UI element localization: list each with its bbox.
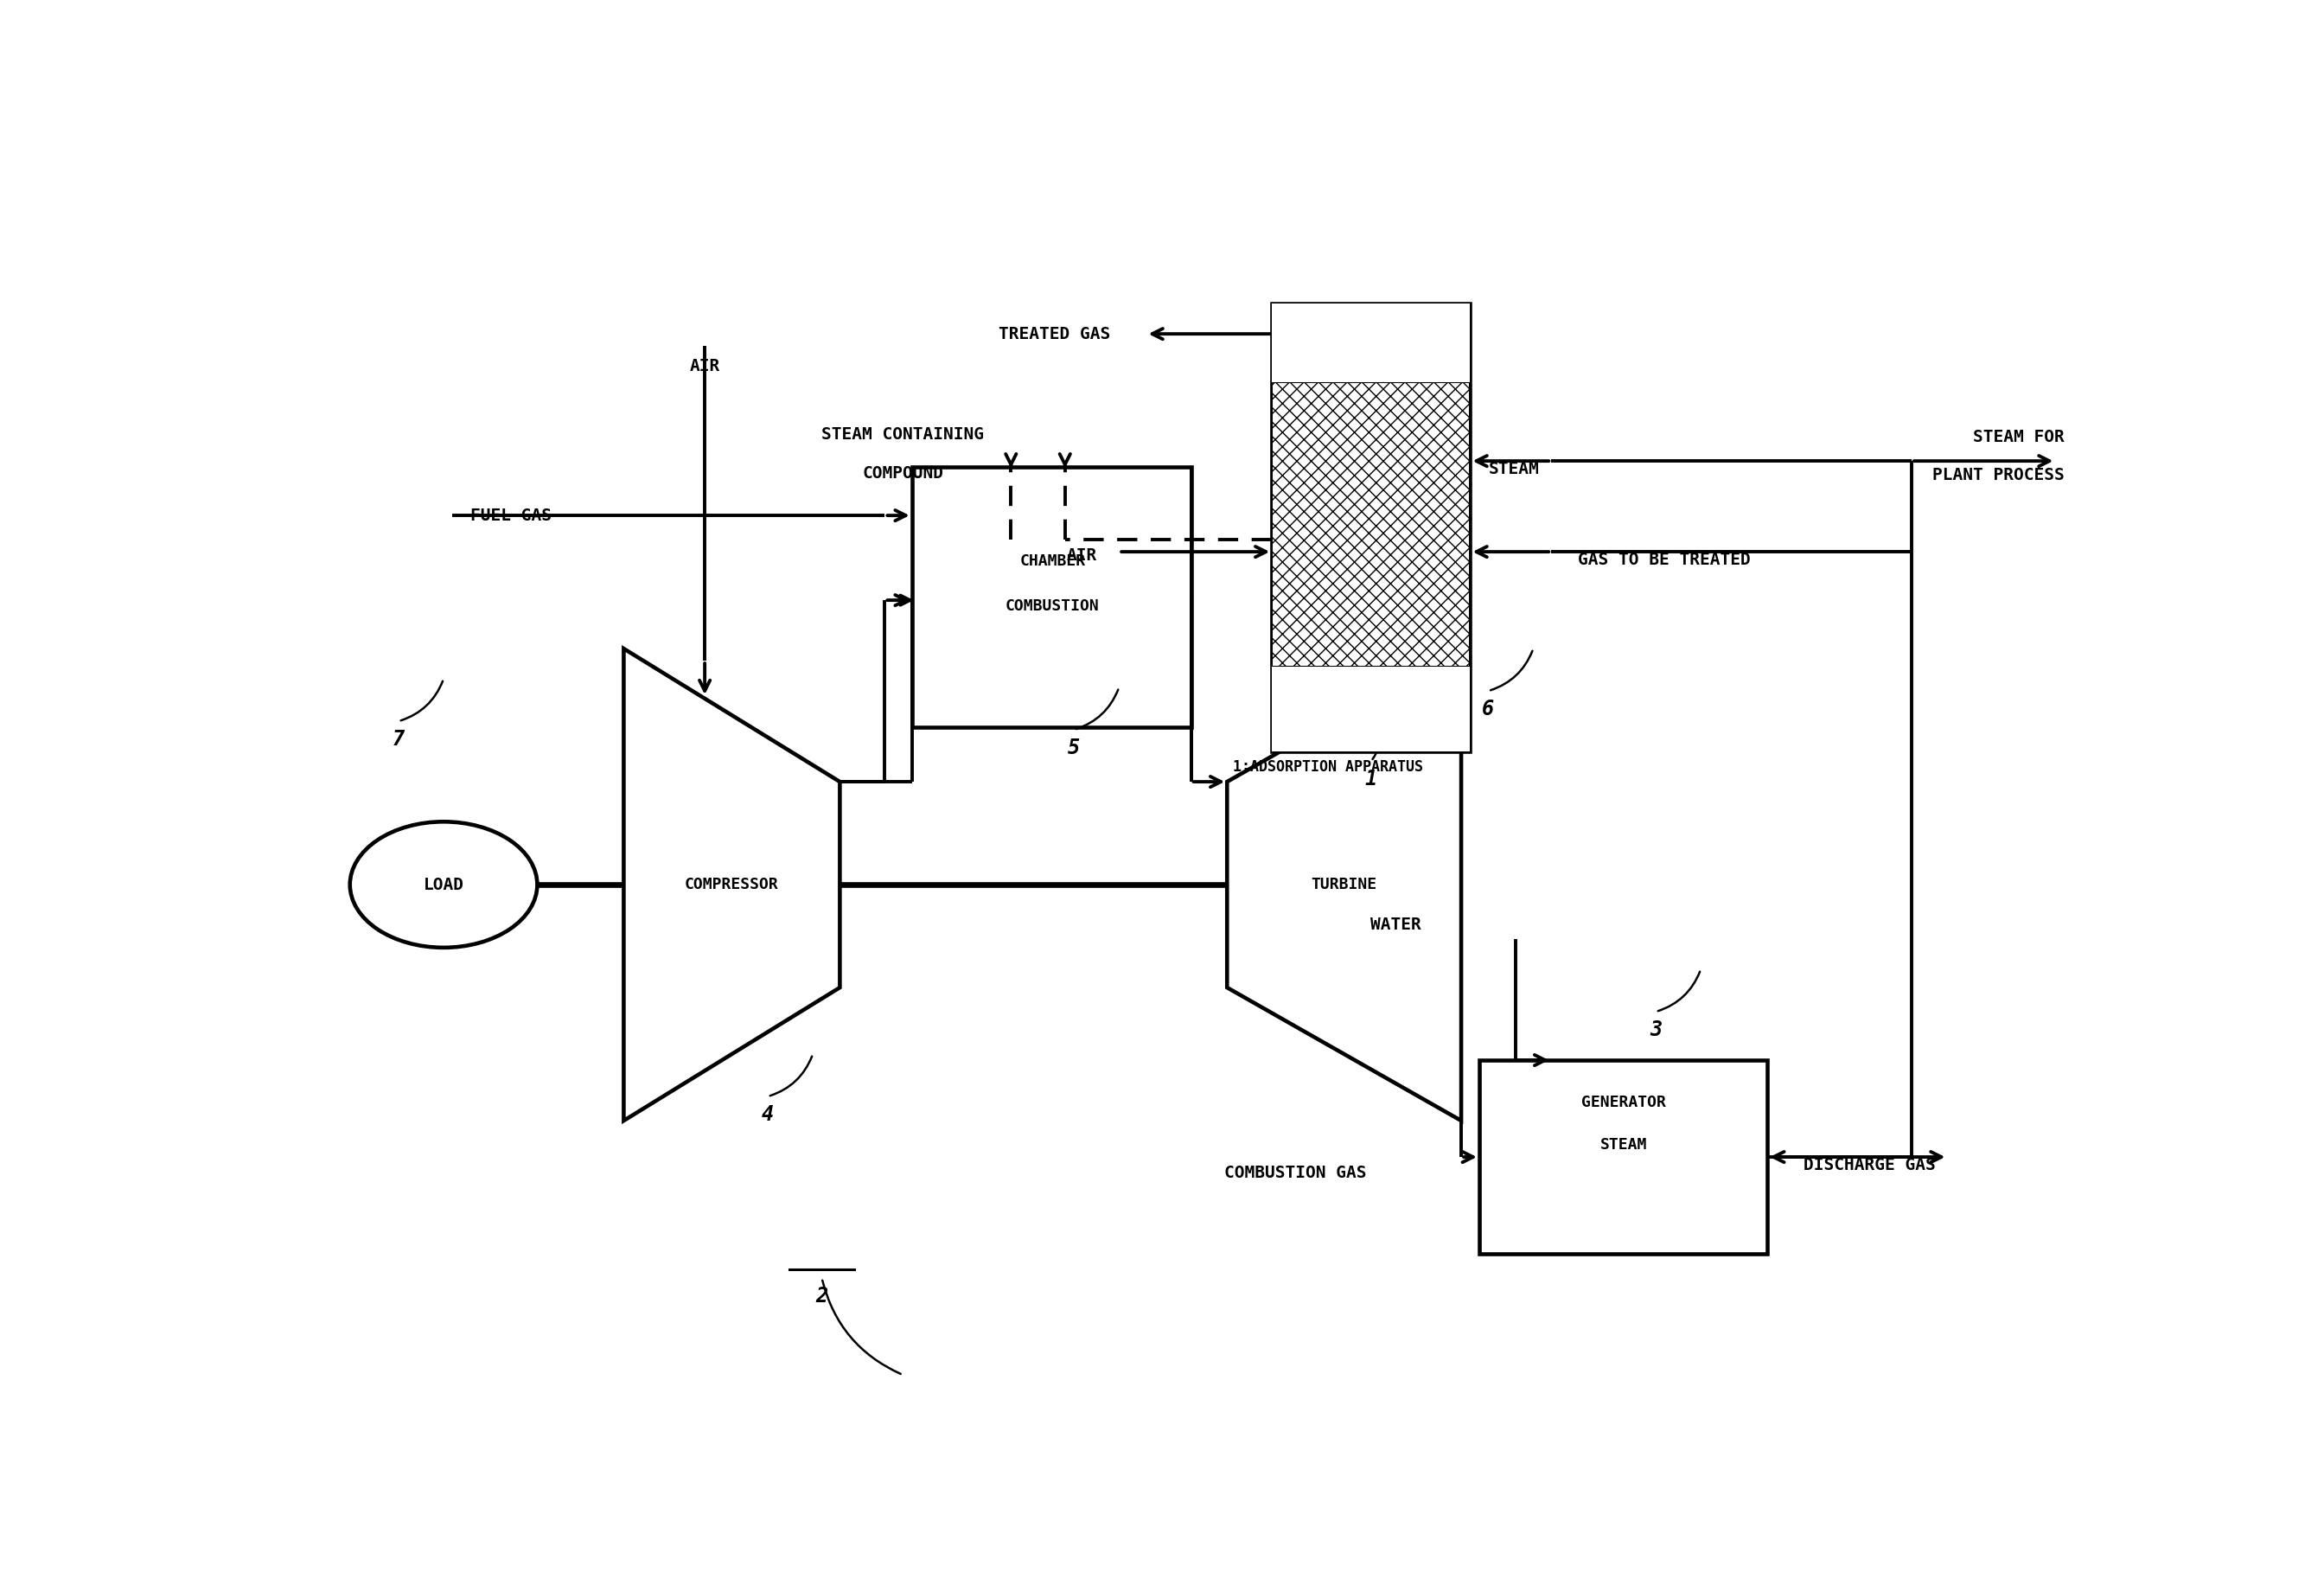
Text: COMBUSTION GAS: COMBUSTION GAS [1225, 1165, 1367, 1181]
Text: 3: 3 [1650, 1020, 1662, 1041]
Bar [1271, 382, 1471, 667]
Text: 4: 4 [762, 1104, 774, 1126]
Text: TREATED GAS: TREATED GAS [999, 325, 1111, 343]
Text: TURBINE: TURBINE [1311, 877, 1378, 893]
Text: 2: 2 [816, 1286, 827, 1306]
Text: LOAD: LOAD [423, 877, 465, 893]
Text: STEAM: STEAM [1487, 461, 1538, 478]
Bar [1271, 303, 1471, 751]
Text: 1;ADSORPTION APPARATUS: 1;ADSORPTION APPARATUS [1232, 759, 1422, 775]
Text: STEAM FOR: STEAM FOR [1973, 429, 2064, 445]
Text: PLANT PROCESS: PLANT PROCESS [1934, 467, 2064, 484]
Text: GAS TO BE TREATED: GAS TO BE TREATED [1578, 552, 1750, 569]
Text: COMPRESSOR: COMPRESSOR [686, 877, 779, 893]
Text: COMPOUND: COMPOUND [862, 465, 944, 481]
Text: 7: 7 [393, 729, 404, 750]
Text: 6: 6 [1483, 698, 1494, 720]
Text: DISCHARGE GAS: DISCHARGE GAS [1803, 1157, 1936, 1174]
Text: WATER: WATER [1371, 916, 1422, 934]
Text: STEAM CONTAINING: STEAM CONTAINING [823, 426, 983, 443]
Text: AIR: AIR [690, 358, 720, 374]
Text: CHAMBER: CHAMBER [1020, 553, 1085, 569]
Text: STEAM: STEAM [1599, 1137, 1648, 1152]
Text: 1: 1 [1364, 769, 1378, 789]
Text: GENERATOR: GENERATOR [1580, 1094, 1666, 1110]
Text: FUEL GAS: FUEL GAS [469, 508, 551, 523]
Bar [1271, 667, 1471, 751]
Text: AIR: AIR [1067, 547, 1097, 564]
Text: 5: 5 [1067, 737, 1081, 758]
Text: COMBUSTION: COMBUSTION [1006, 599, 1099, 615]
Bar [1271, 303, 1471, 382]
Bar [911, 467, 1192, 728]
Bar [1480, 1060, 1769, 1254]
